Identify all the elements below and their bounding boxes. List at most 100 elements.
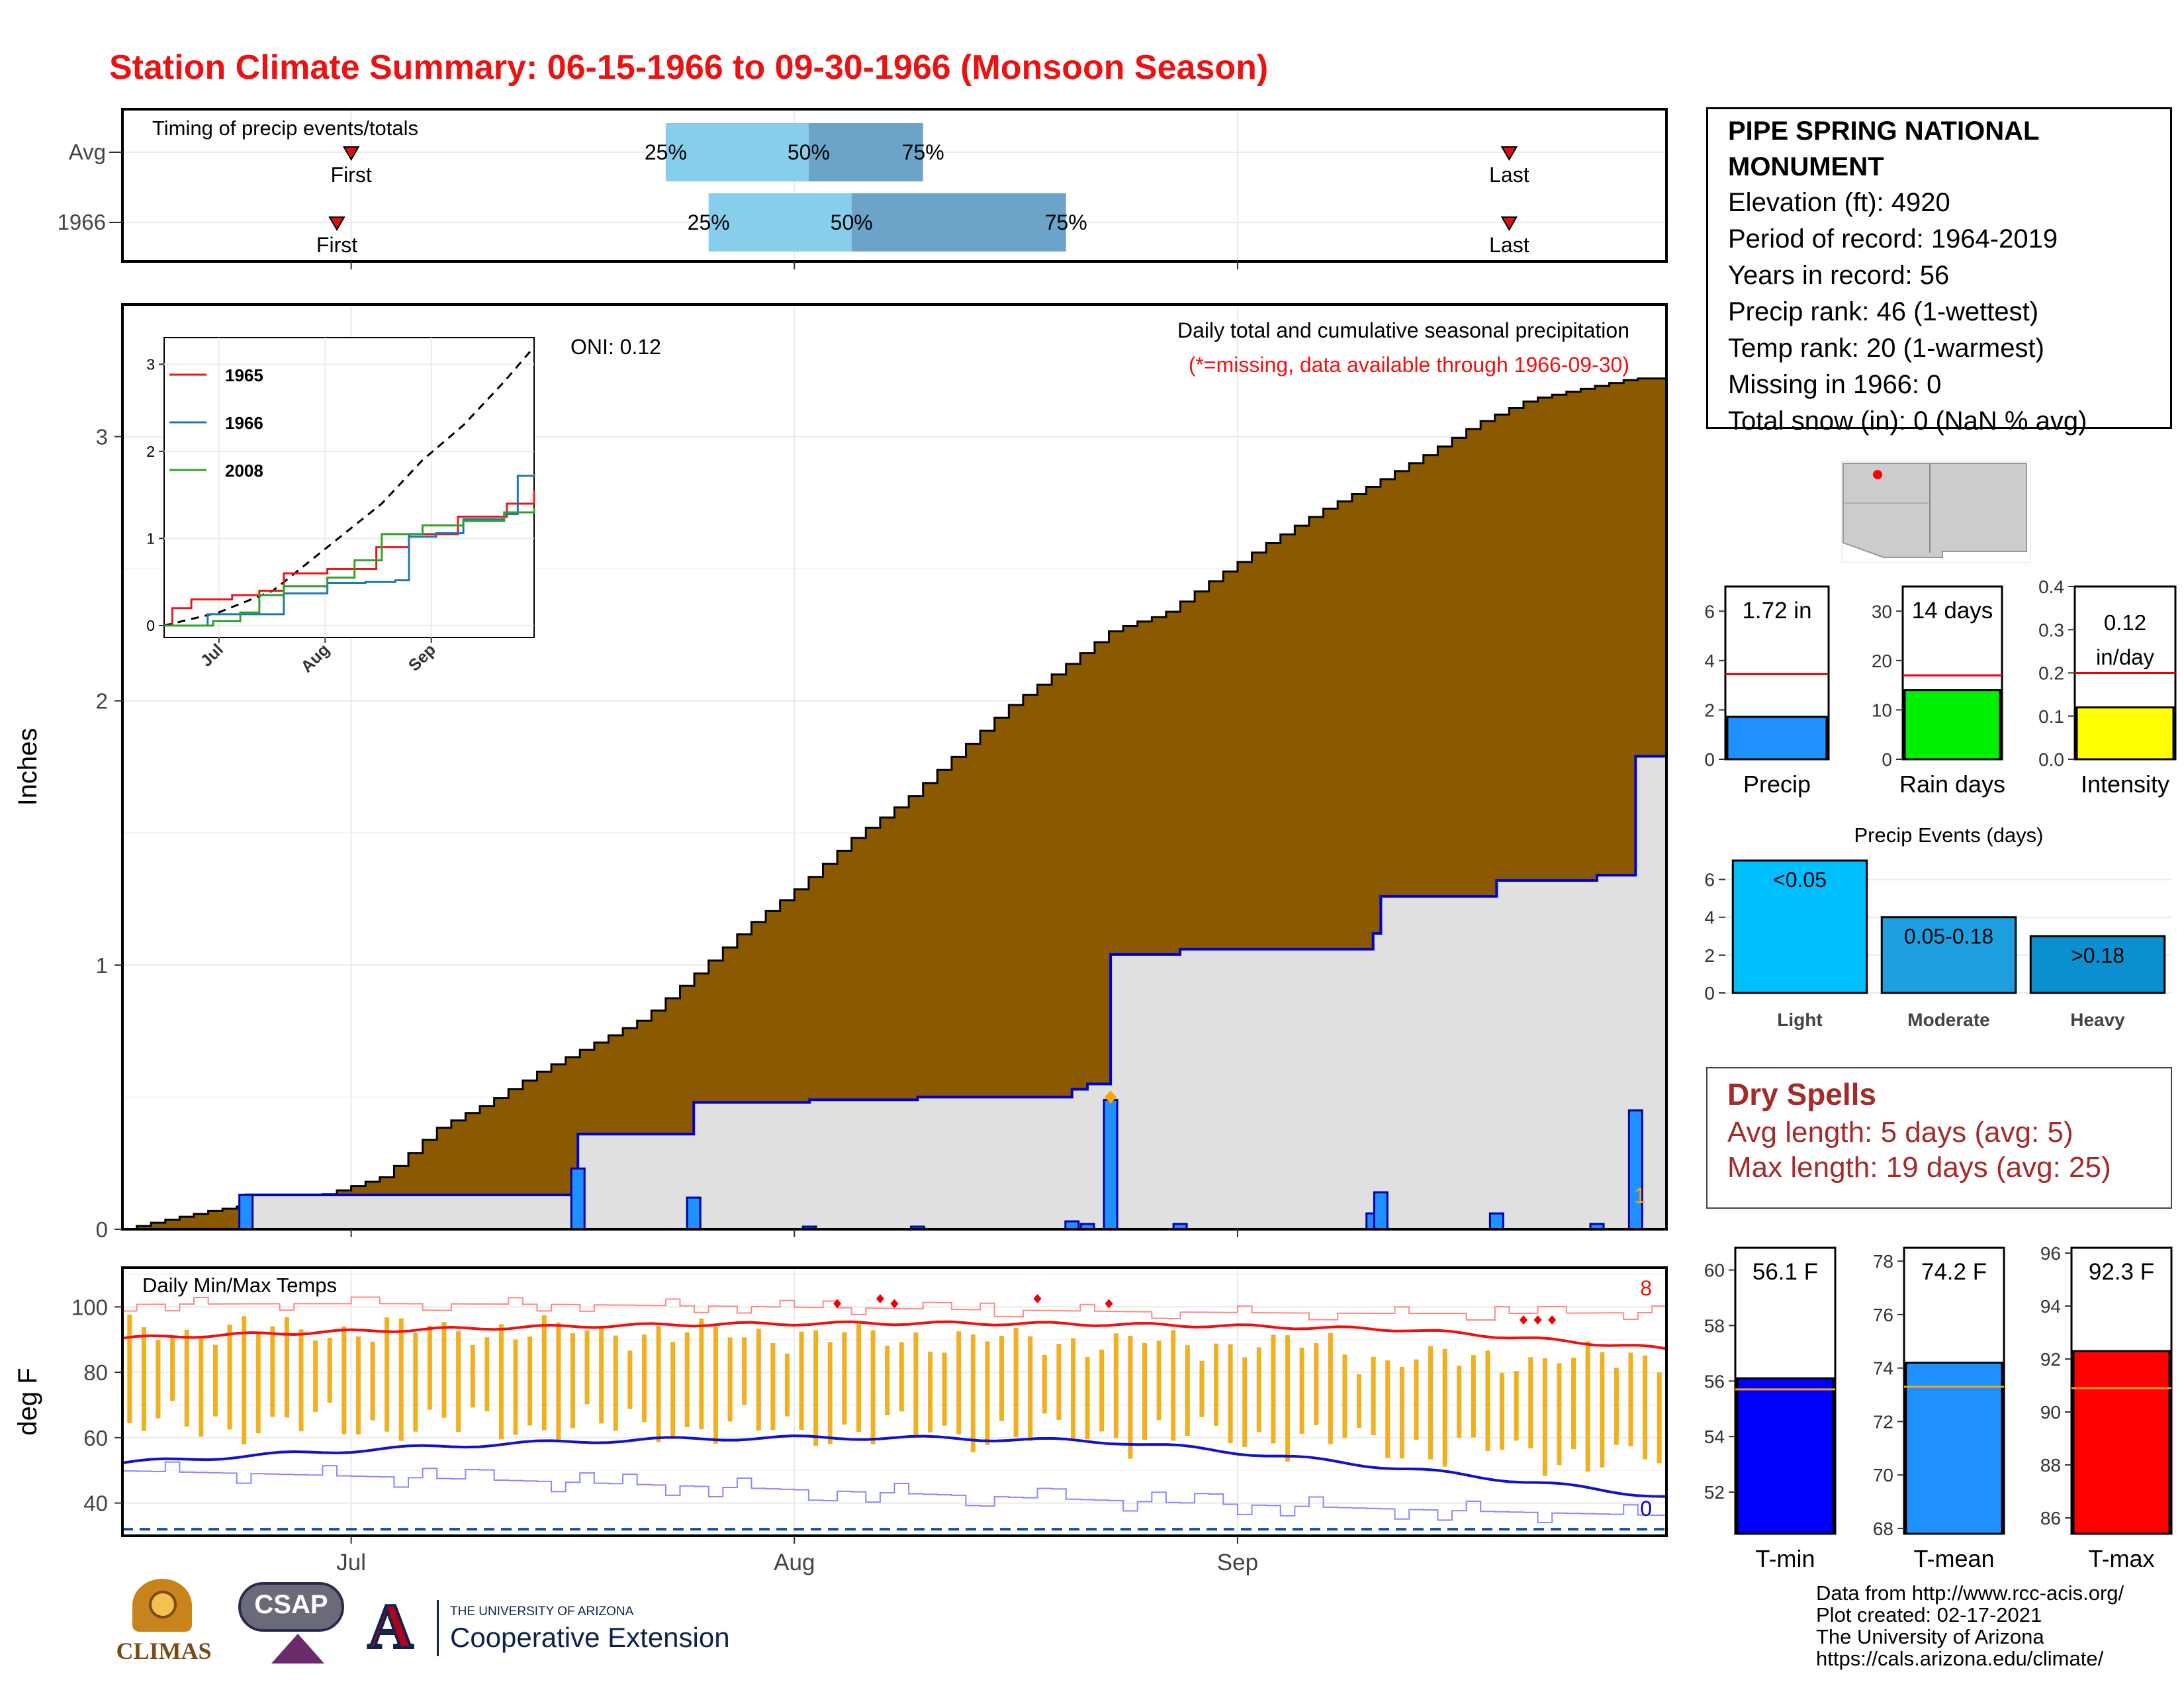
daily-precip-bar [238,1194,254,1231]
avg-row-last-label: Last [1489,163,1529,187]
year-row-first-marker [328,216,345,231]
daily-temp-bar [1542,1358,1547,1476]
avg-row-q50-label: 50% [788,140,830,164]
record-high-marker [1033,1293,1042,1303]
daily-temp-bar [1500,1373,1505,1450]
daily-temp-bar [1328,1333,1333,1444]
daily-temp-bar [1442,1348,1447,1467]
daily-temp-bar [413,1333,418,1432]
intensity_gauge-tick-label: 0.0 [2038,749,2064,770]
daily-temp-bar [255,1333,261,1434]
daily-temp-bar [484,1337,490,1412]
daily-temp-bar [870,1330,876,1444]
daily-temp-bar [1042,1354,1047,1414]
tmin_gauge-tick-label: 54 [1704,1427,1725,1447]
daily-temp-bar [1271,1335,1276,1444]
daily-temp-bar [999,1336,1005,1421]
year-row-last-label: Last [1489,233,1529,257]
daily-temp-bar [127,1314,132,1424]
inset-y-tick-label: 2 [146,443,155,460]
intensity_gauge-value-label: 0.12 [2104,610,2146,635]
inset-y-tick-label: 3 [146,355,155,373]
daily-temp-bar [1171,1330,1176,1441]
inset-series-2008 [164,508,535,627]
events-category-label: Moderate [1907,1009,1989,1030]
inset-legend-label: 1965 [225,365,263,385]
cumulative-y-label: Inches [13,728,42,806]
daily-temp-bar [370,1341,375,1421]
daily-temp-bar [498,1324,504,1440]
dry-spells-avg: Avg length: 5 days (avg: 5) [1727,1116,2073,1149]
daily-temp-bar [1457,1366,1462,1438]
daily-temp-bar [827,1342,833,1444]
footer-data-source: Data from http://www.rcc-acis.org/ [1816,1581,2124,1605]
avg-row-first-marker [342,146,360,161]
daily-temp-bar [298,1329,304,1432]
events-tick-label: 2 [1704,945,1715,966]
daily-temp-bar [1614,1368,1619,1445]
daily-temp-bar [670,1342,676,1439]
daily-precip-bar [1488,1212,1504,1231]
intensity_gauge-label: Intensity [2081,771,2169,798]
tmin_gauge-value-label: 56.1 F [1752,1259,1818,1285]
daily-temp-bar [313,1340,318,1413]
year-row-last-marker [1500,216,1518,231]
events-bar [1731,859,1868,994]
daily-temp-bar [656,1325,661,1442]
avg-row-iqr-high-bar [808,123,923,181]
temps-y-tick-label: 60 [83,1426,108,1450]
record-high-line [122,1296,1666,1321]
tmax_gauge-tick-label: 96 [2040,1243,2061,1264]
precip_gauge-label: Precip [1743,771,1811,798]
avg-row-q25-label: 25% [645,140,687,164]
daily-temp-bar [913,1332,919,1436]
daily-temp-bar [727,1337,733,1422]
daily-temp-bar [1371,1356,1376,1436]
station-period: Period of record: 1964-2019 [1728,224,2058,254]
daily-temp-bar [956,1331,962,1434]
climas-logo-sun [149,1591,177,1618]
events-bar-label: >0.18 [2071,943,2124,967]
daily-temp-bar [1113,1333,1118,1438]
daily-temp-bar [1028,1336,1033,1441]
tmean_gauge-tick-label: 76 [1873,1305,1893,1325]
footer-credits: Data from http://www.rcc-acis.org/ Plot … [1816,1582,2124,1669]
daily-temp-bar [1314,1343,1319,1426]
daily-precip-bar [1627,1109,1643,1231]
footer-university: The University of Arizona [1816,1625,2044,1648]
precip_gauge-value-bar [1726,716,1828,761]
csap-logo: CSAP [232,1582,351,1668]
daily-temp-bar [1557,1363,1562,1466]
daily-temp-bar [1185,1345,1190,1436]
daily-precip-bar [1373,1191,1388,1231]
raindays_gauge-tick-label: 0 [1882,749,1892,770]
daily-temp-bar [1214,1343,1219,1426]
map-region [1843,463,2027,558]
inset-legend-label: 1966 [225,413,263,433]
precip_gauge-tick-label: 6 [1704,601,1715,622]
csap-logo-cloud [238,1582,344,1632]
tmean_gauge-tick-label: 78 [1873,1251,1893,1272]
daily-temp-bar [1428,1346,1433,1460]
tmax_gauge-tick-label: 88 [2040,1455,2061,1476]
daily-temp-bar [1471,1355,1476,1438]
daily-temp-bar [527,1336,533,1426]
precip_gauge-panel: 0 2 4 6 1.72 in Precip [1704,585,1830,798]
daily-temp-bar [184,1329,189,1427]
daily-temp-bar [212,1344,218,1417]
daily-temp-bar [699,1318,704,1430]
timing-row-label: Avg [69,140,106,164]
daily-temp-bar [1228,1344,1233,1444]
record-high-marker [1105,1299,1113,1309]
tmin_gauge-panel: 52 54 56 58 60 56.1 F T-min [1704,1246,1837,1572]
ua-logo-big-text: Cooperative Extension [450,1622,730,1653]
daily-temp-bar [813,1330,819,1446]
station-info-box: PIPE SPRING NATIONAL MONUMENT Elevation … [1706,107,2172,436]
ua-logo-small-text: THE UNIVERSITY OF ARIZONA [450,1605,634,1618]
precip_gauge-tick-label: 0 [1704,749,1715,770]
station-location-dot [1873,470,1882,479]
daily-temp-bar [1357,1374,1362,1429]
tmin_gauge-tick-label: 58 [1704,1315,1725,1336]
daily-temp-bar [684,1332,690,1427]
precip_gauge-tick-label: 2 [1704,700,1715,720]
